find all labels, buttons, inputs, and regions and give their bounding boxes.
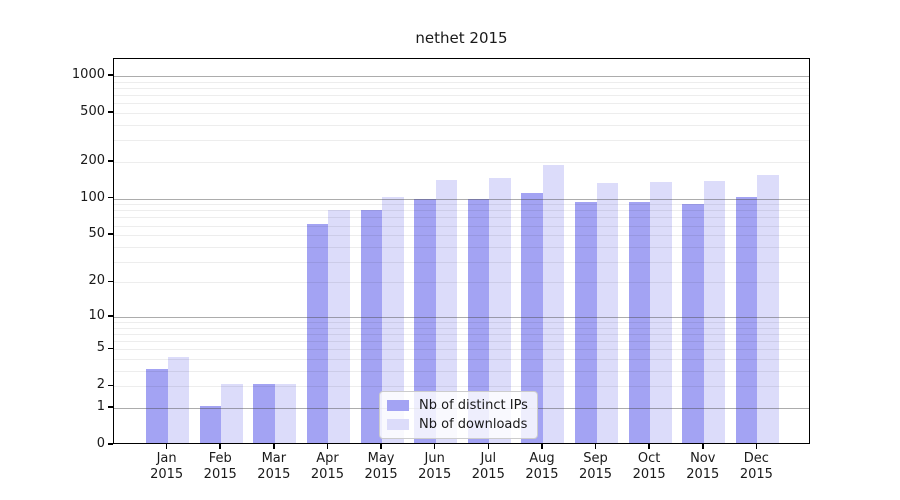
bar-downloads xyxy=(221,384,243,443)
y-tick-mark xyxy=(108,196,113,199)
x-tick-mark xyxy=(326,444,329,449)
y-tick-label: 1000 xyxy=(71,67,105,83)
y-tick-mark xyxy=(108,233,113,235)
bar-distinct-ips xyxy=(735,196,758,443)
y-tick-mark xyxy=(108,347,113,350)
y-tick-label: 50 xyxy=(88,226,105,242)
y-axis-labels: 0 1 2 5 10 20 50 100 200 500 1000 xyxy=(0,58,105,451)
x-tick-label: Nov 2015 xyxy=(686,451,720,482)
bar-distinct-ips xyxy=(360,210,383,443)
y-tick-label: 500 xyxy=(80,104,105,120)
y-tick-mark xyxy=(108,111,113,113)
y-axis-tick-marks xyxy=(108,58,113,445)
bar-downloads xyxy=(382,196,404,443)
gridline-minor xyxy=(114,103,809,105)
gridline-minor xyxy=(114,95,809,97)
bar-distinct-ips xyxy=(307,223,329,443)
x-tick-label: Jan 2015 xyxy=(150,451,184,482)
bar-downloads xyxy=(274,384,297,443)
x-tick-label: Mar 2015 xyxy=(257,451,291,482)
y-tick-label: 20 xyxy=(88,273,105,289)
y-tick-label: 2 xyxy=(96,377,105,393)
gridline-minor xyxy=(114,113,809,115)
bar-distinct-ips xyxy=(628,202,651,443)
bar-distinct-ips xyxy=(253,384,275,443)
x-tick-mark xyxy=(755,444,758,449)
x-tick-label: Apr 2015 xyxy=(310,451,344,482)
x-tick-mark xyxy=(433,444,436,449)
y-tick-label: 200 xyxy=(80,152,105,168)
bar-downloads xyxy=(596,182,618,443)
plot-area xyxy=(113,58,810,444)
x-tick-mark xyxy=(487,444,490,449)
x-tick-label: May 2015 xyxy=(364,451,398,482)
gridline-minor xyxy=(114,161,809,163)
bar-downloads xyxy=(328,210,350,443)
legend: Nb of distinct IPs Nb of downloads xyxy=(379,391,538,439)
x-tick-mark xyxy=(541,444,543,449)
x-tick-label: Jul 2015 xyxy=(471,451,505,482)
x-tick-mark xyxy=(165,444,168,449)
gridline-major xyxy=(114,76,809,78)
y-tick-mark xyxy=(108,160,113,162)
legend-label-downloads: Nb of downloads xyxy=(419,417,528,432)
gridline-minor xyxy=(114,81,809,83)
bar-distinct-ips xyxy=(521,193,543,443)
x-axis-tick-marks xyxy=(113,444,810,449)
gridline-minor xyxy=(114,140,809,142)
y-tick-label: 10 xyxy=(88,307,105,323)
legend-swatch-downloads xyxy=(387,419,409,430)
x-tick-mark xyxy=(648,444,650,449)
y-tick-mark xyxy=(108,443,113,445)
y-tick-label: 100 xyxy=(80,189,105,205)
legend-swatch-distinct-ips xyxy=(387,400,409,411)
bar-distinct-ips xyxy=(199,406,222,443)
x-tick-mark xyxy=(594,444,597,449)
x-tick-mark xyxy=(273,444,275,449)
bar-distinct-ips xyxy=(146,369,168,443)
x-tick-label: Aug 2015 xyxy=(525,451,559,482)
gridline-minor xyxy=(114,88,809,90)
x-tick-label: Sep 2015 xyxy=(578,451,613,482)
bar-downloads xyxy=(650,181,672,443)
x-tick-mark xyxy=(702,444,704,449)
legend-item-distinct-ips: Nb of distinct IPs xyxy=(387,398,528,413)
bar-downloads xyxy=(489,178,511,443)
legend-label-distinct-ips: Nb of distinct IPs xyxy=(419,398,528,413)
x-tick-label: Oct 2015 xyxy=(632,451,666,482)
y-tick-mark xyxy=(108,74,113,76)
bar-downloads xyxy=(435,180,458,443)
x-tick-mark xyxy=(380,444,382,449)
x-tick-label: Dec 2015 xyxy=(739,451,773,482)
x-tick-mark xyxy=(219,444,221,449)
x-axis-labels: Jan 2015 Feb 2015 Mar 2015 Apr 2015 May 2015… xyxy=(113,451,810,491)
bar-distinct-ips xyxy=(575,202,597,443)
x-tick-label: Jun 2015 xyxy=(418,451,452,482)
y-tick-mark xyxy=(108,280,113,283)
bar-distinct-ips xyxy=(682,203,704,443)
y-tick-mark xyxy=(108,384,113,387)
bar-downloads xyxy=(167,357,190,443)
bar-distinct-ips xyxy=(467,199,490,443)
bar-downloads xyxy=(757,175,779,443)
gridline-minor xyxy=(114,125,809,126)
chart-title: nethet 2015 xyxy=(415,29,508,47)
bar-downloads xyxy=(703,180,726,443)
y-tick-mark xyxy=(108,406,113,408)
x-tick-label: Feb 2015 xyxy=(203,451,237,482)
legend-item-downloads: Nb of downloads xyxy=(387,417,528,432)
y-tick-label: 5 xyxy=(96,340,105,356)
y-tick-label: 0 xyxy=(96,436,105,451)
y-tick-label: 1 xyxy=(96,398,105,414)
bar-downloads xyxy=(542,165,565,443)
bar-distinct-ips xyxy=(414,199,436,443)
y-tick-mark xyxy=(108,315,113,317)
